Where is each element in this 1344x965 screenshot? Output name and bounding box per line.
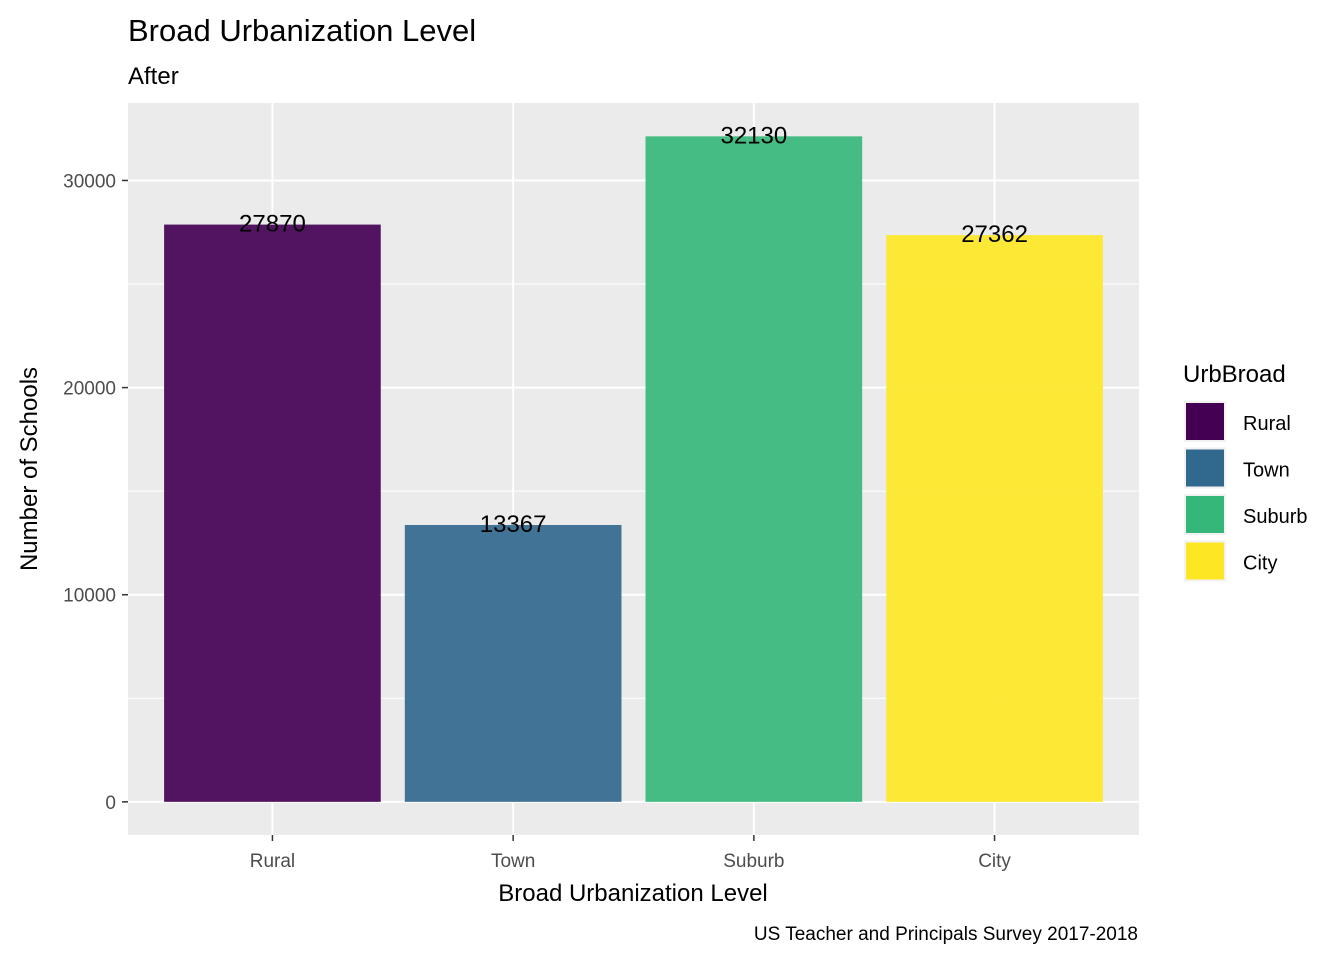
legend-label-suburb: Suburb [1243, 506, 1308, 528]
data-labels: 27870 13367 32130 27362 [239, 122, 1028, 538]
y-tick-label: 30000 [63, 171, 116, 192]
chart-title: Broad Urbanization Level [128, 13, 476, 48]
bar-town [404, 524, 622, 802]
y-axis: 0 10000 20000 30000 [63, 171, 128, 814]
legend-label-town: Town [1243, 460, 1290, 482]
bar-city [886, 235, 1103, 802]
bar-rural [164, 224, 381, 802]
legend: UrbBroad Rural Town Suburb City [1183, 361, 1308, 582]
bar-suburb [645, 136, 863, 802]
bars [164, 136, 1103, 802]
data-label-city: 27362 [961, 221, 1028, 248]
legend-swatch-suburb [1186, 496, 1224, 533]
y-axis-title: Number of Schools [16, 367, 43, 571]
x-tick-label: Town [491, 851, 535, 872]
y-tick-label: 20000 [63, 379, 116, 400]
data-label-suburb: 32130 [720, 122, 787, 149]
y-tick-label: 10000 [63, 586, 116, 607]
x-axis-title: Broad Urbanization Level [498, 880, 768, 907]
chart-caption: US Teacher and Principals Survey 2017-20… [754, 924, 1138, 945]
legend-title: UrbBroad [1183, 361, 1286, 388]
legend-swatch-town [1186, 449, 1224, 487]
x-tick-label: Suburb [723, 851, 784, 872]
legend-label-rural: Rural [1243, 413, 1291, 435]
legend-swatch-rural [1186, 403, 1224, 440]
legend-label-city: City [1243, 553, 1277, 575]
chart-subtitle: After [128, 63, 179, 90]
legend-swatch-city [1186, 542, 1224, 580]
x-tick-label: City [978, 851, 1011, 872]
data-label-town: 13367 [480, 511, 547, 538]
data-label-rural: 27870 [239, 211, 306, 238]
y-tick-label: 0 [105, 793, 116, 814]
x-tick-label: Rural [250, 851, 295, 872]
x-axis: Rural Town Suburb City [250, 835, 1011, 872]
